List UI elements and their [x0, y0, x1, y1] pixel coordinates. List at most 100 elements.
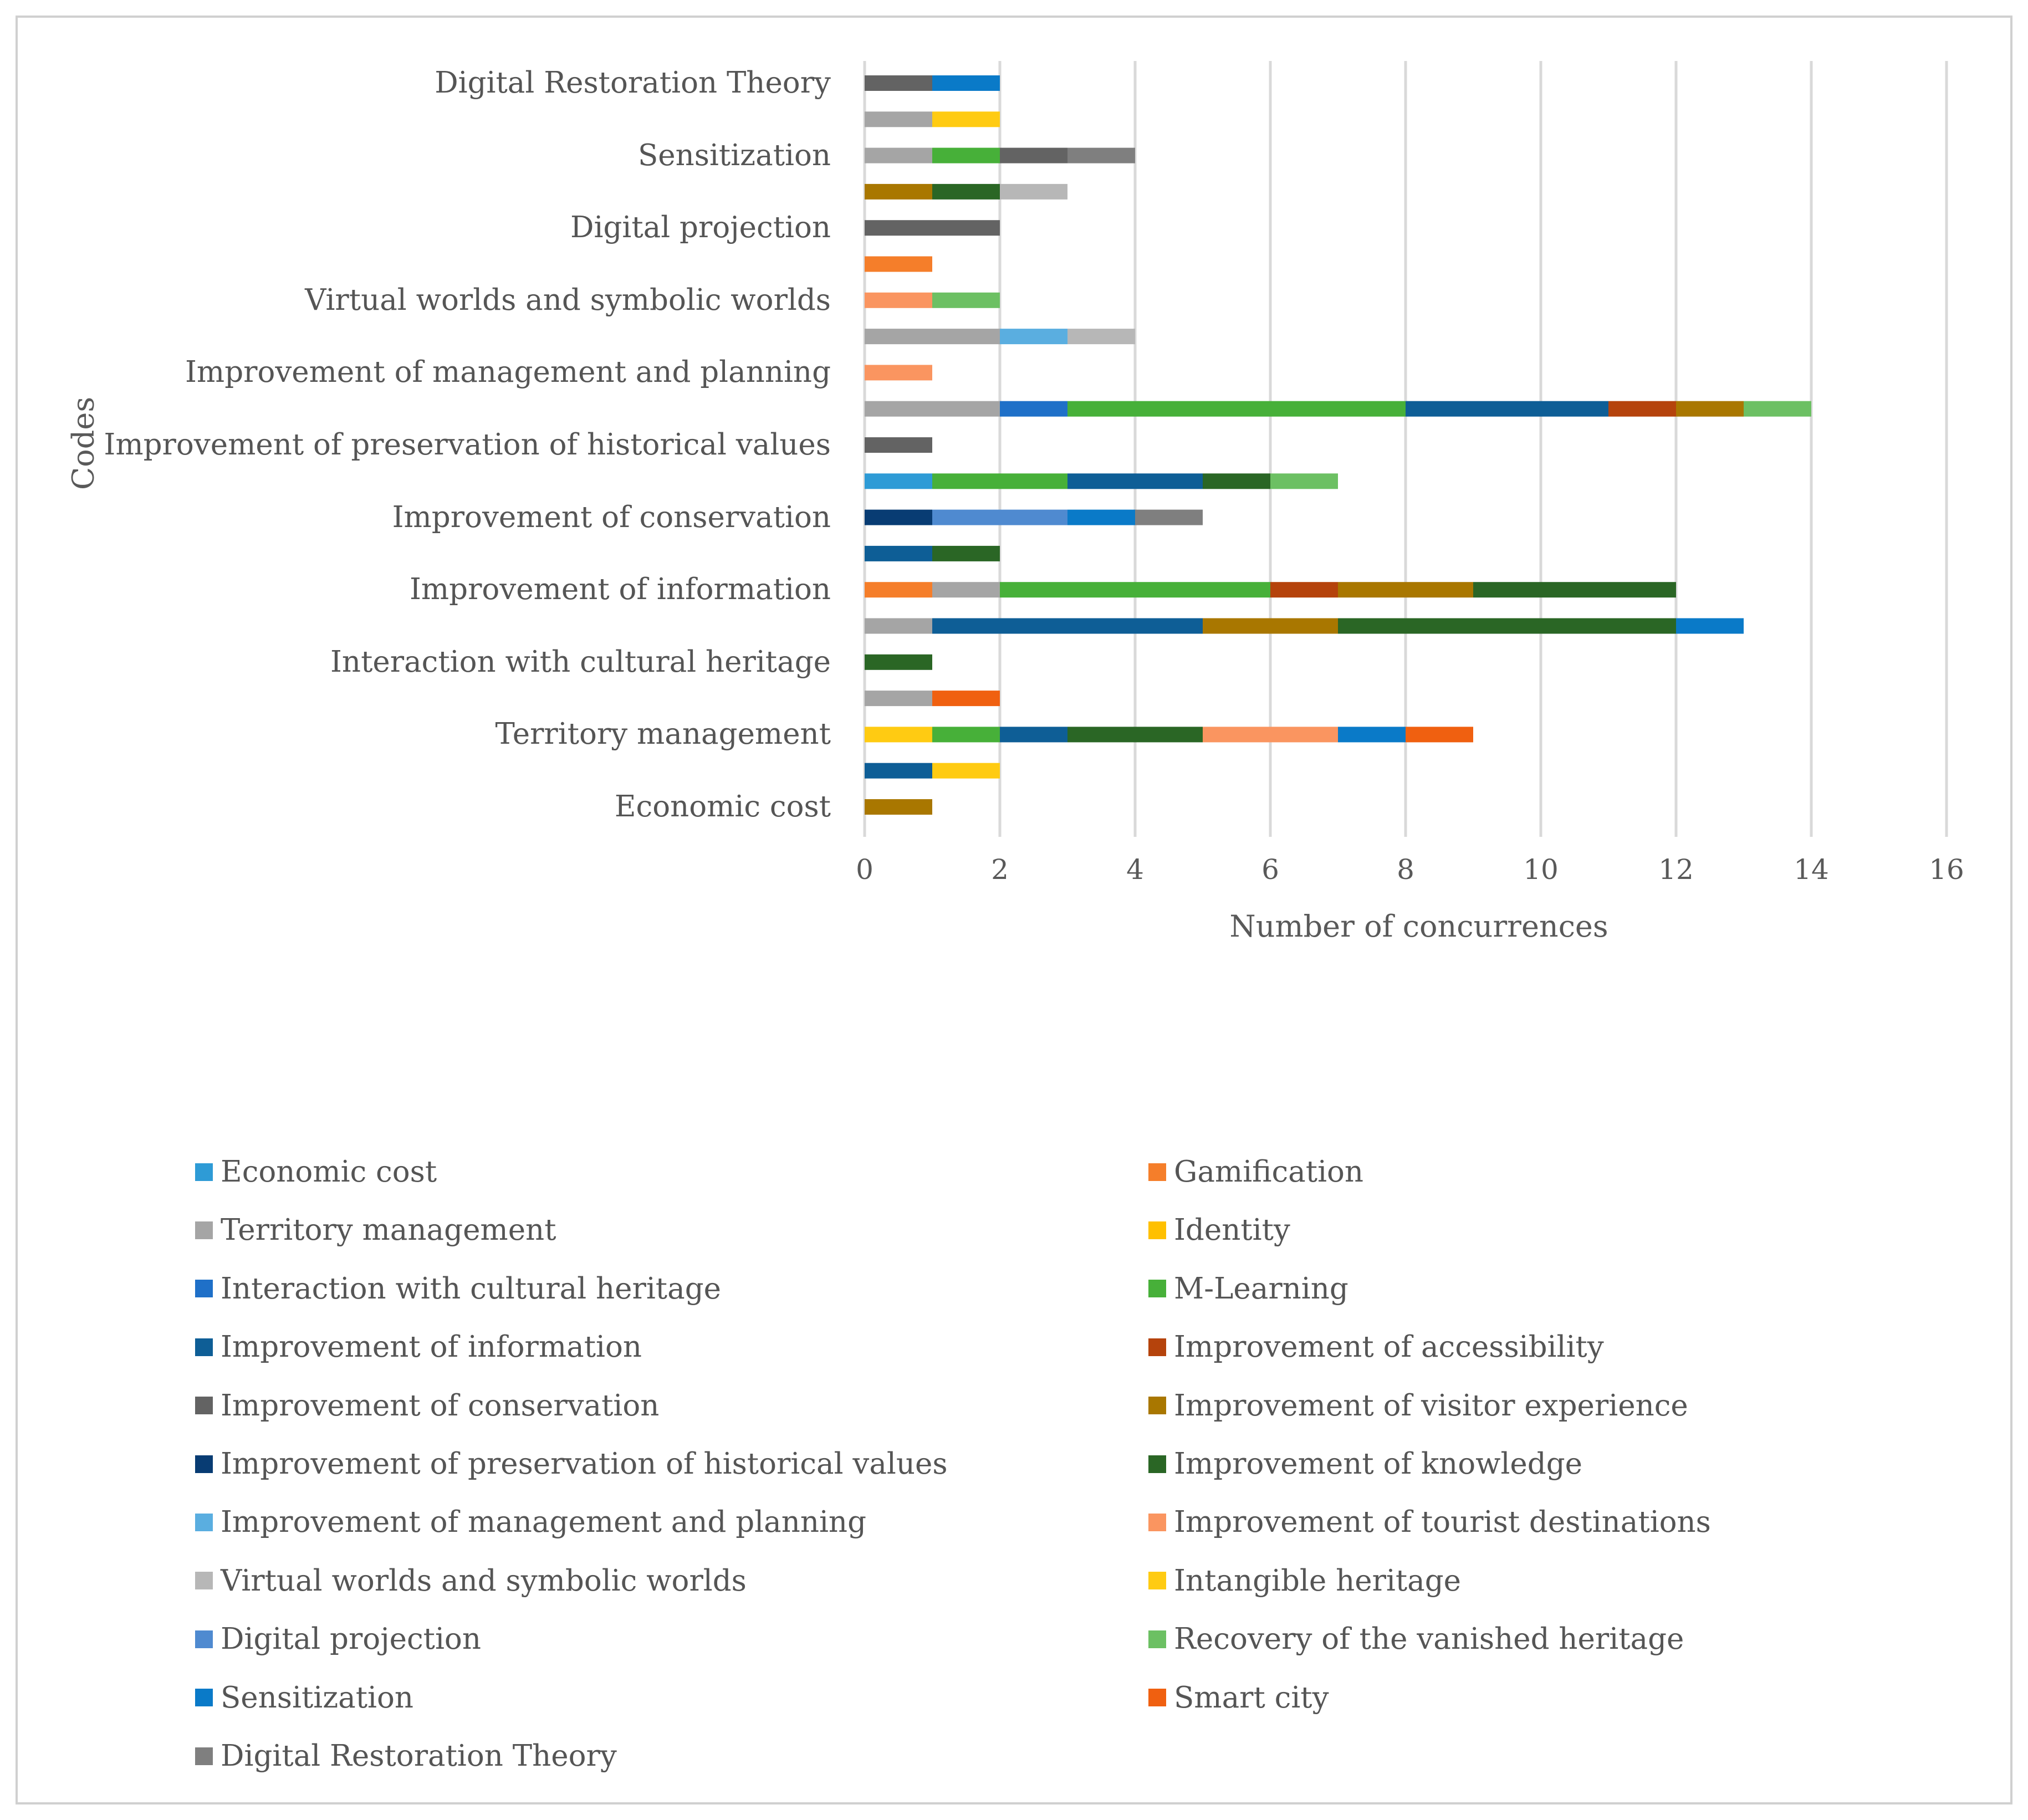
bar-segment: [865, 799, 932, 815]
category-label: Digital Restoration Theory: [435, 66, 831, 100]
legend-swatch: [1148, 1689, 1166, 1707]
x-tick-label: 14: [1794, 853, 1829, 886]
bar-segment: [1744, 401, 1811, 417]
bar-segment: [865, 147, 932, 163]
bar-segment: [865, 256, 932, 272]
legend-label: Economic cost: [221, 1155, 437, 1189]
bar-segment: [1676, 401, 1744, 417]
bar-segment: [865, 401, 1000, 417]
legend-item: Intangible heritage: [1148, 1563, 1462, 1598]
bar-segment: [1608, 401, 1676, 417]
legend-label: Interaction with cultural heritage: [221, 1271, 721, 1306]
legend-label: Sensitization: [221, 1680, 414, 1715]
bar-segment: [932, 618, 1203, 634]
legend-swatch: [195, 1513, 213, 1531]
bar-segment: [865, 618, 932, 634]
bar-segment: [932, 111, 1000, 127]
category-label: Improvement of management and planning: [185, 355, 831, 390]
legend-label: Improvement of tourist destinations: [1174, 1505, 1711, 1540]
legend-label: Improvement of knowledge: [1174, 1447, 1583, 1481]
bar-segment: [932, 183, 1000, 200]
legend-item: Identity: [1148, 1214, 1290, 1247]
category-label: Improvement of information: [409, 572, 831, 607]
legend-label: Gamification: [1174, 1155, 1364, 1189]
legend-label: Recovery of the vanished heritage: [1174, 1622, 1684, 1657]
bar-segment: [1067, 147, 1135, 163]
legend-swatch: [195, 1338, 213, 1356]
category-label: Improvement of preservation of historica…: [104, 428, 831, 462]
x-tick-label: 8: [1397, 853, 1414, 886]
legend-swatch: [195, 1572, 213, 1590]
x-tick-label: 0: [856, 853, 873, 886]
bar-segment: [865, 329, 1000, 345]
legend-label: Improvement of conservation: [221, 1388, 660, 1423]
legend-item: Digital projection: [195, 1623, 481, 1656]
bar-segment: [865, 437, 932, 453]
legend-swatch: [195, 1163, 213, 1181]
x-tick-label: 16: [1929, 853, 1964, 886]
legend-swatch: [195, 1397, 213, 1415]
legend-label: Improvement of management and planning: [221, 1505, 866, 1540]
legend-swatch: [1148, 1397, 1166, 1415]
legend-item: Interaction with cultural heritage: [195, 1272, 721, 1306]
legend-item: Smart city: [1148, 1681, 1329, 1715]
bar-segment: [1000, 147, 1067, 163]
legend-label: Intangible heritage: [1174, 1563, 1462, 1598]
bar-segment: [1338, 727, 1406, 743]
legend-item: Improvement of management and planning: [195, 1506, 866, 1539]
legend-swatch: [195, 1221, 213, 1239]
legend-item: Improvement of tourist destinations: [1148, 1506, 1711, 1539]
legend-swatch: [1148, 1280, 1166, 1298]
bar-segment: [1000, 401, 1067, 417]
legend-swatch: [1148, 1572, 1166, 1590]
bar-segment: [932, 582, 1000, 598]
bar-segment: [865, 727, 932, 743]
bar-segment: [865, 111, 932, 127]
bar-segment: [1406, 401, 1608, 417]
bar-segment: [1000, 727, 1067, 743]
x-tick-label: 12: [1658, 853, 1694, 886]
bar-segment: [865, 763, 932, 779]
bar-segment: [865, 292, 932, 308]
legend-item: Recovery of the vanished heritage: [1148, 1623, 1684, 1656]
bar-segment: [932, 473, 1067, 489]
bar-segment: [1135, 509, 1203, 525]
legend-item: Improvement of conservation: [195, 1389, 659, 1423]
legend-label: Improvement of information: [221, 1330, 642, 1364]
category-label: Economic cost: [614, 790, 831, 824]
bar-segment: [1203, 473, 1270, 489]
legend-swatch: [1148, 1338, 1166, 1356]
category-label: Improvement of conservation: [392, 500, 831, 534]
legend-label: Digital Restoration Theory: [221, 1739, 617, 1773]
bar-segment: [932, 509, 1067, 525]
legend-label: Territory management: [221, 1213, 556, 1248]
bar-segment: [865, 654, 932, 670]
bar-segment: [1067, 509, 1135, 525]
bar-segment: [1067, 473, 1203, 489]
legend-item: Improvement of knowledge: [1148, 1448, 1582, 1481]
bar-segment: [865, 545, 932, 561]
legend-item: Digital Restoration Theory: [195, 1740, 617, 1773]
bar-segment: [1676, 618, 1744, 634]
bar-segment: [932, 691, 1000, 707]
bar-segment: [1338, 582, 1473, 598]
bar-segment: [865, 75, 932, 91]
bar-segment: [932, 545, 1000, 561]
legend-item: Improvement of visitor experience: [1148, 1389, 1688, 1423]
bar-segment: [1203, 727, 1338, 743]
bar-segment: [1270, 473, 1338, 489]
bar-segment: [932, 292, 1000, 308]
legend-swatch: [1148, 1455, 1166, 1473]
legend-swatch: [195, 1455, 213, 1473]
x-tick-label: 10: [1523, 853, 1559, 886]
legend-swatch: [1148, 1630, 1166, 1648]
legend-label: Smart city: [1174, 1680, 1329, 1715]
legend-item: Territory management: [195, 1214, 556, 1247]
x-tick-label: 2: [991, 853, 1009, 886]
chart-frame: [16, 16, 2012, 1804]
category-label: Virtual worlds and symbolic worlds: [305, 283, 831, 317]
legend-item: Gamification: [1148, 1156, 1363, 1189]
legend-item: Improvement of preservation of historica…: [195, 1448, 948, 1481]
bar-segment: [1067, 727, 1203, 743]
